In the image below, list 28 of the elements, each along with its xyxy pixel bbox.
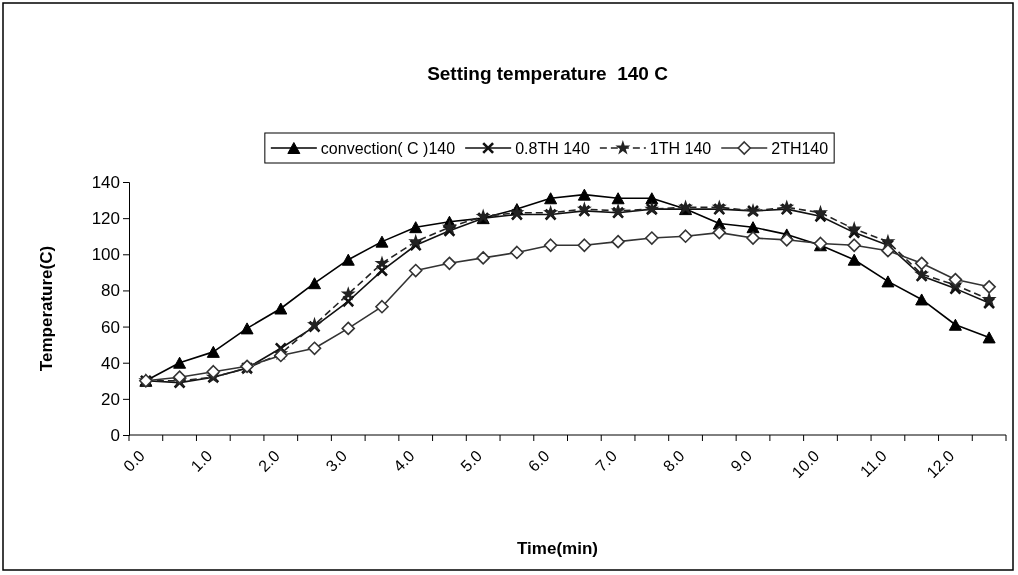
x-tick-label: 8.0	[659, 446, 688, 475]
x-tick-label: 1.0	[187, 446, 216, 475]
legend-label: convection( C )140	[320, 139, 456, 157]
x-tick-label: 6.0	[524, 446, 553, 475]
chart-title: Setting temperature 140 C	[427, 63, 669, 84]
y-tick-label: 140	[91, 172, 120, 192]
x-tick-label: 4.0	[390, 446, 418, 475]
x-axis-title: Time(min)	[517, 539, 598, 558]
y-tick-label: 40	[101, 353, 120, 373]
y-tick-label: 60	[101, 317, 120, 337]
x-tick-label: 7.0	[592, 446, 621, 475]
legend-label: 0.8TH 140	[515, 139, 590, 157]
x-tick-label: 10.0	[788, 446, 823, 482]
y-tick-label: 80	[101, 281, 120, 301]
x-tick-label: 11.0	[856, 446, 891, 481]
x-tick-label: 12.0	[923, 446, 958, 482]
y-tick-label: 20	[101, 389, 120, 409]
x-tick-label: 3.0	[322, 446, 351, 475]
x-tick-label: 0.0	[120, 446, 148, 475]
x-tick-label: 2.0	[255, 446, 283, 475]
legend-label: 1TH 140	[649, 139, 712, 157]
legend-label: 2TH140	[771, 139, 829, 157]
y-axis-title: Temperature(C)	[37, 245, 56, 372]
x-tick-label: 9.0	[727, 446, 756, 475]
y-tick-label: 100	[91, 245, 120, 265]
y-tick-label: 0	[110, 425, 120, 445]
y-tick-label: 120	[91, 209, 120, 229]
x-tick-label: 5.0	[457, 446, 486, 475]
